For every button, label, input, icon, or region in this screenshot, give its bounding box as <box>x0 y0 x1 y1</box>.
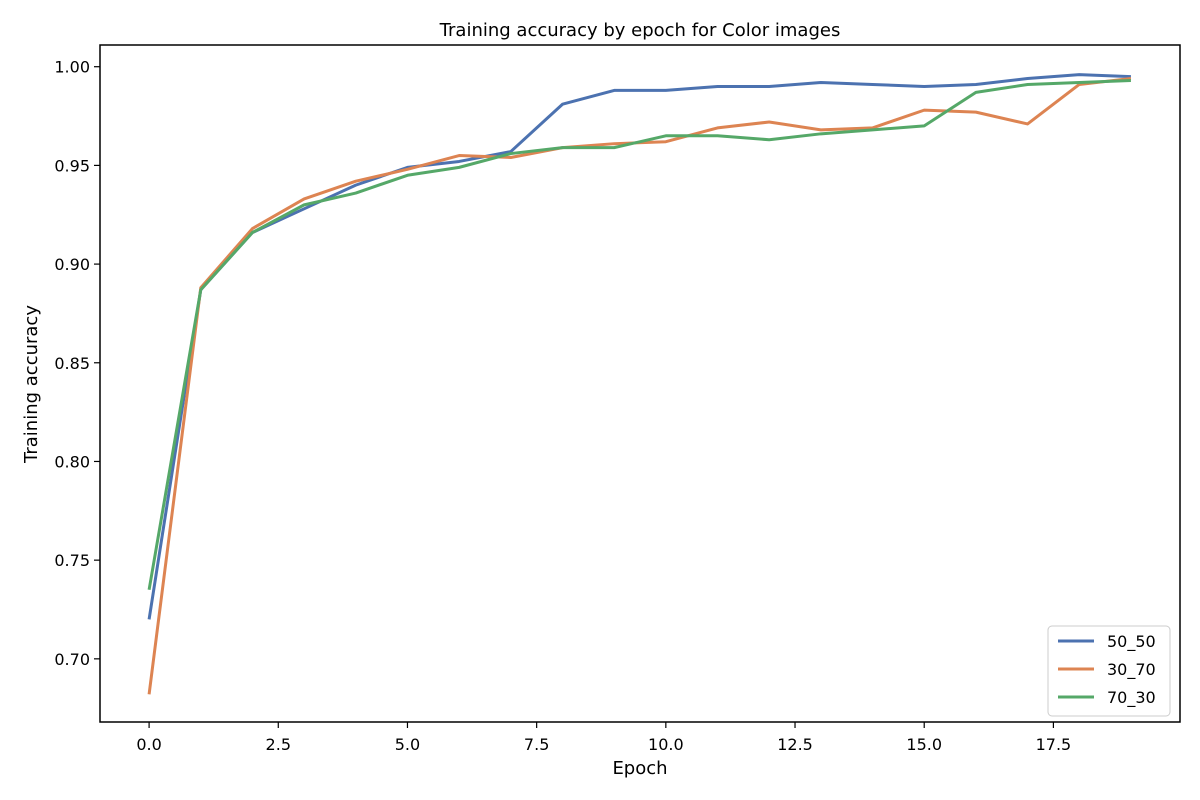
plot-lines <box>147 73 1132 695</box>
legend: 50_50 30_70 70_30 <box>1047 625 1171 717</box>
plot-frame <box>99 44 1181 723</box>
x-tick-label: 10.0 <box>648 735 684 754</box>
x-tick-label: 15.0 <box>906 735 942 754</box>
x-tick-label: 12.5 <box>777 735 813 754</box>
chart-title: Training accuracy by epoch for Color ima… <box>439 20 841 41</box>
series-line-50_50 <box>147 73 1131 620</box>
y-tick-label: 0.75 <box>54 551 90 570</box>
x-tick-label: 2.5 <box>266 735 291 754</box>
y-tick-label: 0.90 <box>54 255 90 274</box>
x-tick-label: 17.5 <box>1036 735 1072 754</box>
y-axis-label: Training accuracy <box>21 305 42 464</box>
series-line-30_70 <box>147 77 1132 695</box>
x-axis-ticks: 0.0 2.5 5.0 7.5 10.0 12.5 15.0 17.5 <box>136 722 1071 754</box>
x-tick-label: 5.0 <box>395 735 420 754</box>
legend-label: 50_50 <box>1107 632 1156 652</box>
legend-label: 70_30 <box>1107 688 1156 708</box>
x-tick-label: 7.5 <box>524 735 549 754</box>
y-axis-ticks: 0.70 0.75 0.80 0.85 0.90 0.95 1.00 <box>54 58 100 669</box>
y-tick-label: 0.70 <box>54 650 90 669</box>
y-tick-label: 0.95 <box>54 156 90 175</box>
legend-label: 30_70 <box>1107 660 1156 680</box>
x-tick-label: 0.0 <box>136 735 161 754</box>
legend-box <box>1047 625 1171 717</box>
y-tick-label: 0.80 <box>54 452 90 471</box>
y-tick-label: 1.00 <box>54 58 90 77</box>
x-axis-label: Epoch <box>612 758 667 779</box>
y-tick-label: 0.85 <box>54 354 90 373</box>
series-line-70_30 <box>147 79 1131 591</box>
